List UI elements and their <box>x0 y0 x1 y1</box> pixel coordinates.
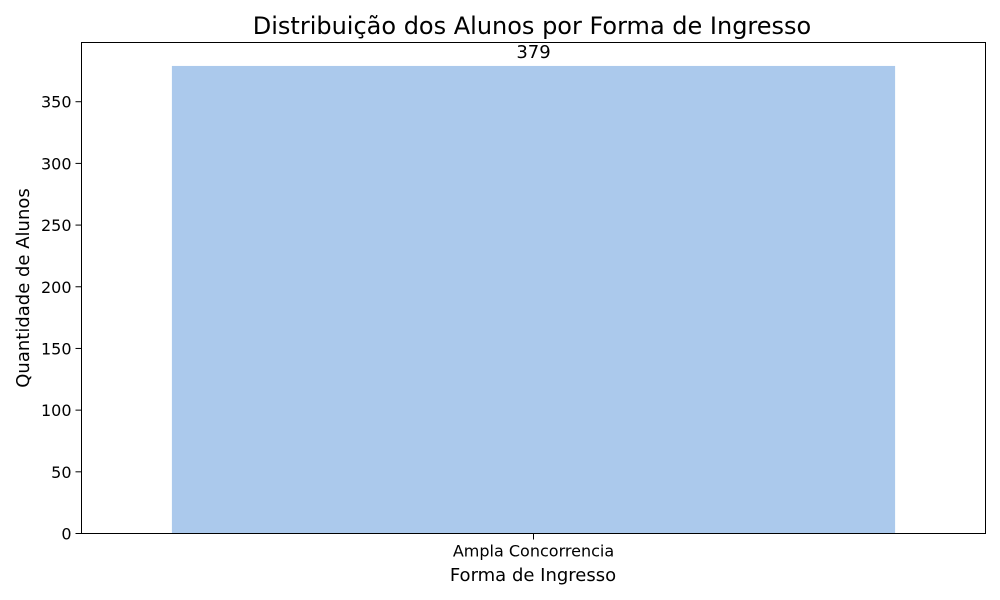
y-tick-label-6: 300 <box>41 154 72 173</box>
bars-layer <box>171 65 896 534</box>
chart-title: Distribuição dos Alunos por Forma de Ing… <box>253 12 811 40</box>
plot-area: 379 0 50 100 150 200 250 300 350 Ampla Concorre… <box>41 42 986 561</box>
y-tick-label-0: 0 <box>61 525 71 544</box>
y-tick-label-3: 150 <box>41 339 72 358</box>
x-axis: Ampla Concorrencia <box>453 533 614 561</box>
y-tick-label-1: 50 <box>51 463 71 482</box>
y-tick-label-7: 350 <box>41 93 72 112</box>
y-axis: 0 50 100 150 200 250 300 350 <box>41 93 82 544</box>
y-tick-label-4: 200 <box>41 278 72 297</box>
y-tick-label-2: 100 <box>41 401 72 420</box>
y-axis-label: Quantidade de Alunos <box>13 188 34 388</box>
x-axis-label: Forma de Ingresso <box>450 565 616 586</box>
data-labels-layer: 379 <box>516 42 550 63</box>
x-tick-label-0: Ampla Concorrencia <box>453 542 614 561</box>
data-label-0: 379 <box>516 42 550 63</box>
bar-0 <box>171 65 896 534</box>
y-tick-label-5: 250 <box>41 216 72 235</box>
